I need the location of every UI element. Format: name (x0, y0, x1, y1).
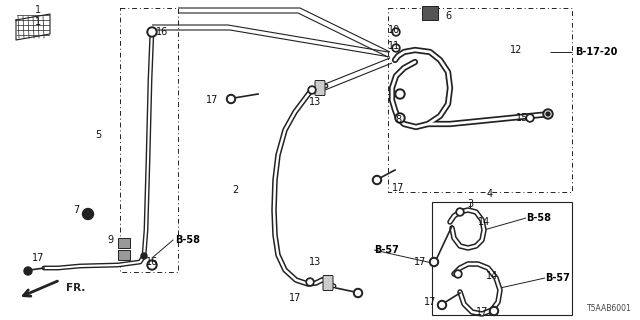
Circle shape (24, 267, 32, 275)
Polygon shape (16, 14, 50, 40)
Text: 17: 17 (206, 95, 218, 105)
Text: 17: 17 (392, 183, 404, 193)
Text: 17: 17 (476, 307, 488, 317)
Circle shape (458, 210, 462, 214)
Text: 13: 13 (309, 97, 321, 107)
Circle shape (374, 178, 380, 182)
Text: 1: 1 (35, 5, 41, 15)
Circle shape (456, 272, 460, 276)
Text: 10: 10 (388, 25, 400, 35)
Text: B-57: B-57 (374, 245, 399, 255)
Circle shape (454, 270, 462, 278)
Text: 11: 11 (388, 41, 400, 51)
Text: 17: 17 (424, 297, 436, 307)
Text: 16: 16 (146, 257, 158, 267)
Text: 7: 7 (73, 205, 79, 215)
Text: B-58: B-58 (175, 235, 200, 245)
Circle shape (310, 88, 314, 92)
Circle shape (395, 113, 405, 123)
Circle shape (392, 28, 400, 36)
Text: 14: 14 (478, 217, 490, 227)
Circle shape (526, 114, 534, 122)
Circle shape (228, 97, 234, 101)
Text: 17: 17 (32, 253, 44, 263)
Text: 8: 8 (395, 115, 401, 125)
Circle shape (306, 278, 314, 286)
FancyBboxPatch shape (323, 276, 333, 291)
Bar (422, 6, 438, 20)
Circle shape (141, 253, 147, 259)
Text: 6: 6 (445, 11, 451, 21)
Circle shape (546, 112, 550, 116)
Circle shape (308, 86, 316, 94)
Circle shape (397, 115, 403, 121)
Circle shape (429, 258, 438, 267)
FancyBboxPatch shape (315, 81, 325, 95)
Circle shape (147, 27, 157, 37)
Circle shape (147, 260, 157, 270)
Circle shape (395, 89, 405, 99)
Circle shape (149, 29, 155, 35)
Circle shape (456, 208, 464, 216)
Text: B-57: B-57 (545, 273, 570, 283)
Circle shape (355, 291, 360, 295)
Text: B-58: B-58 (526, 213, 551, 223)
Circle shape (543, 109, 553, 119)
Circle shape (490, 307, 499, 316)
Circle shape (440, 302, 445, 308)
Text: 14: 14 (486, 271, 498, 281)
Bar (432, 202, 572, 315)
Text: FR.: FR. (66, 283, 85, 293)
Text: 3: 3 (467, 199, 473, 209)
Circle shape (394, 46, 398, 50)
Circle shape (372, 175, 381, 185)
Text: 16: 16 (156, 27, 168, 37)
Circle shape (431, 260, 436, 265)
Circle shape (227, 94, 236, 103)
Text: 15: 15 (516, 113, 528, 123)
Circle shape (392, 44, 400, 52)
Circle shape (83, 209, 93, 220)
Text: 9: 9 (107, 235, 113, 245)
Circle shape (492, 308, 497, 314)
Text: 2: 2 (232, 185, 238, 195)
Circle shape (308, 280, 312, 284)
Bar (118, 238, 130, 248)
Text: 13: 13 (309, 257, 321, 267)
Circle shape (26, 269, 30, 273)
Text: 12: 12 (510, 45, 522, 55)
Circle shape (397, 91, 403, 97)
Text: 1: 1 (35, 17, 41, 27)
Text: 17: 17 (289, 293, 301, 303)
Bar (118, 250, 130, 260)
Text: 5: 5 (95, 130, 101, 140)
Circle shape (545, 111, 551, 117)
Circle shape (149, 262, 155, 268)
Circle shape (528, 116, 532, 120)
Circle shape (394, 30, 398, 34)
Text: 4: 4 (487, 189, 493, 199)
Text: T5AAB6001: T5AAB6001 (588, 304, 632, 313)
Text: 17: 17 (414, 257, 426, 267)
Circle shape (438, 300, 447, 309)
Text: B-17-20: B-17-20 (575, 47, 618, 57)
Circle shape (353, 289, 362, 298)
